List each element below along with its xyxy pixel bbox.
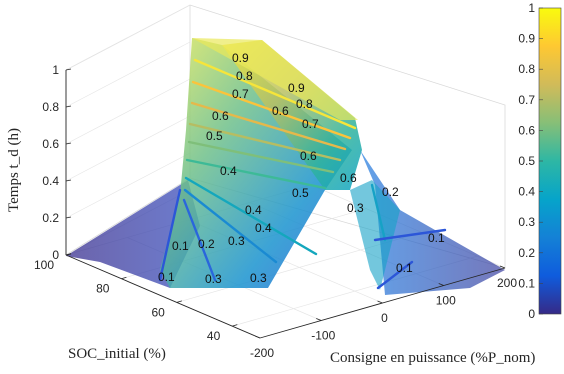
z-tick-label: 0.4 bbox=[42, 174, 59, 188]
z-tick-label: 0.8 bbox=[42, 100, 59, 114]
z-tick-mark bbox=[65, 216, 72, 219]
contour-label: 0.1 bbox=[428, 231, 445, 245]
z-axis-title: Temps t_d (h) bbox=[6, 128, 22, 212]
y-tick-label: 80 bbox=[96, 282, 110, 296]
colorbar-tick-label: 0.8 bbox=[518, 62, 535, 76]
surface-top-ridge bbox=[192, 38, 358, 120]
x-tick-mark bbox=[316, 318, 322, 321]
contour-label: 0.8 bbox=[236, 69, 253, 83]
contour-label: 0.6 bbox=[212, 109, 229, 123]
contour-label: 0.9 bbox=[288, 81, 305, 95]
y-tick-label: 60 bbox=[151, 305, 165, 319]
contour-label: 0.4 bbox=[220, 164, 237, 178]
colorbar-tick-label: 0 bbox=[528, 307, 535, 321]
contour-label: 0.2 bbox=[382, 185, 399, 199]
contour-lines bbox=[158, 58, 447, 290]
x-tick-label: 0 bbox=[381, 311, 388, 325]
x-tick-label: -100 bbox=[311, 329, 335, 343]
contour-label: 0.1 bbox=[172, 239, 189, 253]
x-tick-label: 100 bbox=[436, 294, 456, 308]
y-tick-mark bbox=[176, 300, 182, 303]
z-grid-line bbox=[65, 152, 191, 219]
y-tick-label: 40 bbox=[207, 329, 221, 343]
y-tick-mark bbox=[121, 276, 127, 280]
contour-label: 0.3 bbox=[347, 201, 364, 215]
contour-label: 0.3 bbox=[228, 234, 245, 248]
z-tick-label: 0.2 bbox=[42, 211, 59, 225]
colorbar-tick-label: 0.6 bbox=[518, 123, 535, 137]
y-tick-mark bbox=[65, 253, 72, 256]
colorbar-tick-label: 0.2 bbox=[518, 246, 535, 260]
x-tick-mark bbox=[377, 300, 383, 304]
contour-labels: 0.9 0.8 0.7 0.6 0.5 0.4 0.3 0.2 0.1 0.9 … bbox=[158, 51, 445, 286]
contour-label: 0.2 bbox=[198, 237, 215, 251]
colorbar-tick-label: 0.1 bbox=[518, 276, 535, 290]
contour-label: 0.3 bbox=[205, 272, 222, 286]
x-axis-title: Consigne en puissance (%P_nom) bbox=[330, 350, 535, 366]
colorbar-tick-label: 0.4 bbox=[518, 185, 535, 199]
z-tick-mark bbox=[65, 68, 72, 71]
x-tick-mark bbox=[438, 283, 444, 286]
z-tick-mark bbox=[65, 142, 72, 145]
colorbar: 0 0.1 0.2 0.3 0.4 0.5 0.6 0.7 0.8 0.9 1 bbox=[518, 1, 562, 321]
x-tick-mark bbox=[499, 265, 506, 269]
contour-label: 0.6 bbox=[340, 171, 357, 185]
surface bbox=[66, 38, 505, 295]
colorbar-ticks: 0 0.1 0.2 0.3 0.4 0.5 0.6 0.7 0.8 0.9 1 bbox=[518, 1, 543, 321]
contour-label: 0.5 bbox=[292, 186, 309, 200]
colorbar-tick-label: 0.3 bbox=[518, 215, 535, 229]
contour-label: 0.1 bbox=[396, 261, 413, 275]
colorbar-tick-label: 0.9 bbox=[518, 32, 535, 46]
surface-right-face bbox=[222, 40, 362, 190]
y-axis-title: SOC_initial (%) bbox=[68, 346, 166, 362]
x-tick-label: -200 bbox=[250, 346, 274, 360]
contour-label: 0.4 bbox=[245, 203, 262, 217]
surface-low-right-plain bbox=[360, 150, 505, 295]
y-tick-mark bbox=[232, 324, 238, 327]
z-grid-line bbox=[65, 4, 191, 71]
z-tick-mark bbox=[65, 179, 72, 182]
z-tick-label: 0.6 bbox=[42, 137, 59, 151]
x-tick-mark bbox=[254, 335, 261, 339]
colorbar-tick-label: 1 bbox=[528, 1, 535, 15]
y-tick-label: 100 bbox=[34, 258, 54, 272]
y-axis-line bbox=[65, 254, 261, 339]
colorbar-tick-label: 0.5 bbox=[518, 154, 535, 168]
z-grid-line bbox=[65, 41, 191, 108]
colorbar-tick-label: 0.7 bbox=[518, 93, 535, 107]
contour-label: 0.6 bbox=[300, 149, 317, 163]
surface-left-face bbox=[160, 38, 352, 288]
surface-low-right-face bbox=[350, 180, 400, 290]
z-tick-label: 1 bbox=[52, 63, 59, 77]
contour-label: 0.9 bbox=[232, 51, 249, 65]
z-tick-mark bbox=[65, 105, 72, 108]
contour-label: 0.6 bbox=[272, 104, 289, 118]
x-tick-label: 200 bbox=[497, 276, 517, 290]
contour-label: 0.7 bbox=[232, 87, 249, 101]
contour-label: 0.4 bbox=[255, 221, 272, 235]
contour-label: 0.5 bbox=[206, 129, 223, 143]
contour-label: 0.8 bbox=[296, 97, 313, 111]
contour-label: 0.3 bbox=[250, 271, 267, 285]
contour-label: 0.7 bbox=[302, 117, 319, 131]
z-grid-line bbox=[65, 78, 191, 145]
z-grid-line bbox=[65, 115, 191, 182]
contour-label: 0.1 bbox=[158, 270, 175, 284]
z-tick-label: 0 bbox=[52, 248, 59, 262]
